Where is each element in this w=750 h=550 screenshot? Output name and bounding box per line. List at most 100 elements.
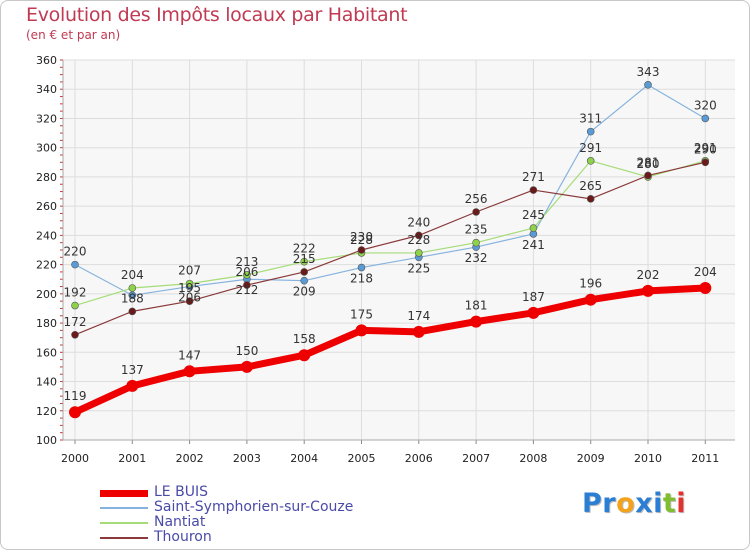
series-line-saint-symphorien-sur-couze [74,84,706,296]
data-point-nantiat [71,301,79,310]
data-label-saint-symphorien: 209 [293,285,316,299]
y-tick-label: 180 [36,317,57,330]
x-tick-label: 2001 [118,452,146,465]
logo-letter: r [602,488,617,519]
y-tick-label: 260 [36,200,57,213]
data-label-thouron: 195 [178,281,201,295]
data-label-le-buis: 119 [64,389,87,403]
data-point-nantiat [300,257,309,266]
data-point-nantiat [185,279,194,288]
data-label-thouron: 215 [293,252,316,266]
x-tick-label: 2005 [348,452,376,465]
data-label-thouron: 265 [579,179,602,193]
x-tick-label: 2008 [519,452,547,465]
data-label-nantiat: 192 [64,286,87,300]
data-point-le-buis [126,379,139,392]
x-tick-label: 2002 [176,452,204,465]
y-tick-label: 120 [36,405,57,418]
data-point-nantiat [529,224,538,232]
data-label-nantiat: 204 [121,268,144,282]
data-label-thouron: 240 [407,215,430,229]
data-point-thouron [71,330,79,339]
data-point-le-buis [699,282,712,294]
data-point-nantiat [472,238,480,247]
data-label-nantiat: 228 [350,233,373,247]
chart-title: Evolution des Impôts locaux par Habitant [26,4,408,26]
data-label-thouron: 290 [694,142,717,156]
data-label-nantiat: 222 [293,242,316,256]
y-tick-label: 240 [36,229,57,242]
data-label-nantiat: 245 [522,208,545,222]
data-label-saint-symphorien: 241 [522,238,545,252]
data-label-thouron: 230 [350,230,373,244]
data-point-saint-symphorien-sur-couze [701,114,710,123]
data-point-thouron [701,158,710,167]
proxiti-logo: Proxiti [582,488,686,519]
data-label-saint-symphorien-sur-couze: 220 [64,245,87,259]
data-point-le-buis [69,406,81,419]
x-tick-label: 2007 [462,452,490,465]
logo-letter: P [582,488,603,519]
data-point-nantiat [586,157,595,165]
data-label-saint-symphorien: 225 [407,261,430,275]
data-label-le-buis: 158 [293,332,316,346]
data-point-nantiat [128,284,137,292]
data-point-le-buis [527,306,540,319]
data-point-saint-symphorien-sur-couze [644,81,652,89]
data-label-nantiat: 291 [579,141,602,155]
data-label-nantiat: 291 [694,141,717,155]
data-point-thouron [529,186,538,194]
x-tick-label: 2011 [691,452,719,465]
data-point-saint-symphorien-sur-couze [586,127,595,136]
x-tick-label: 2003 [233,452,261,465]
data-label-thouron: 206 [235,265,258,279]
logo-letter: i [676,488,687,519]
data-label-le-buis: 204 [694,265,717,279]
data-label-thouron: 172 [64,315,87,329]
data-label-le-buis: 175 [350,307,373,321]
y-tick-label: 300 [36,142,57,155]
data-point-le-buis [183,365,196,378]
data-point-saint-symphorien-sur-couze [128,291,137,300]
data-point-thouron [243,281,251,289]
data-point-thouron [300,268,309,276]
x-tick-label: 2009 [577,452,605,465]
data-point-saint-symphorien-sur-couze [357,263,366,272]
data-label-saint-symphorien: 206 [178,291,201,305]
legend-swatch [100,489,148,497]
y-tick-label: 340 [36,83,57,96]
data-point-le-buis [298,349,311,362]
data-label-thouron: 281 [637,155,660,169]
data-point-saint-symphorien-sur-couze [71,260,79,269]
y-tick-label: 160 [36,346,57,359]
data-point-saint-symphorien-sur-couze [300,276,309,285]
y-tick-label: 320 [36,112,57,125]
data-point-thouron [357,246,366,254]
data-label-nantiat: 213 [235,255,258,269]
data-label-le-buis: 150 [235,344,258,358]
data-label-nantiat: 228 [407,233,430,247]
data-point-nantiat [414,249,423,257]
data-label-thouron: 271 [522,170,545,184]
data-point-le-buis [412,325,425,338]
data-label-le-buis: 137 [121,363,144,377]
data-label-nantiat: 280 [637,157,660,171]
data-label-le-buis: 196 [579,277,602,291]
series-line-thouron [74,161,706,336]
plot-area [63,60,735,440]
chart-subtitle: (en € et par an) [26,28,121,42]
data-label-saint-symphorien-sur-couze: 311 [579,112,602,126]
data-label-nantiat: 207 [178,264,201,278]
logo-letter: t [662,488,677,519]
legend-swatch [100,537,148,539]
data-label-saint-symphorien-sur-couze: 320 [694,98,717,112]
legend-label: LE BUIS [154,484,208,500]
data-point-thouron [644,171,652,180]
data-point-le-buis [584,293,597,306]
data-label-le-buis: 147 [178,348,201,362]
data-point-le-buis [470,315,483,328]
data-label-le-buis: 174 [407,309,430,323]
y-tick-label: 360 [36,54,57,67]
data-point-thouron [586,195,595,203]
